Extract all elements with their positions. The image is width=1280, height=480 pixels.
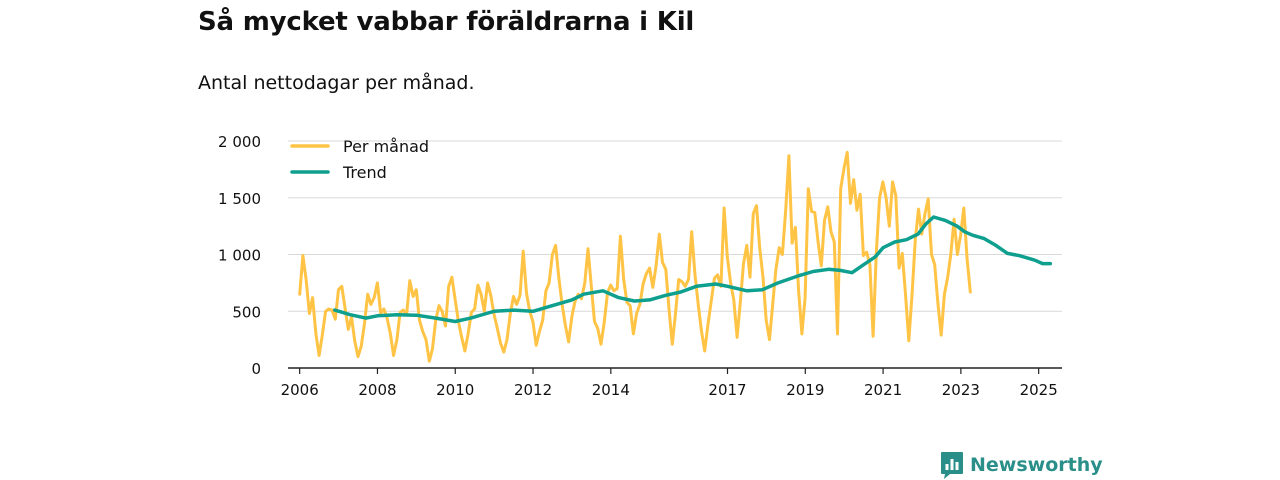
x-tick-label: 2019 xyxy=(786,381,824,399)
x-tick-label: 2017 xyxy=(708,381,746,399)
legend: Per månad Trend xyxy=(292,137,429,182)
y-tick-label: 500 xyxy=(232,303,261,321)
x-tick-label: 2021 xyxy=(864,381,902,399)
y-tick-label: 1 500 xyxy=(218,190,261,208)
y-tick-label: 2 000 xyxy=(218,133,261,151)
series-line-per-manad xyxy=(300,152,971,361)
x-tick-label: 2008 xyxy=(358,381,396,399)
y-tick-label: 1 000 xyxy=(218,247,261,265)
series-lines xyxy=(300,152,1051,361)
legend-label: Per månad xyxy=(343,137,429,156)
y-tick-label: 0 xyxy=(251,360,261,378)
newsworthy-logo-icon xyxy=(940,451,964,479)
x-tick-label: 2014 xyxy=(592,381,630,399)
x-tick-label: 2006 xyxy=(281,381,319,399)
x-tick-label: 2012 xyxy=(514,381,552,399)
brand-name: Newsworthy xyxy=(970,454,1103,476)
x-tick-label: 2023 xyxy=(942,381,980,399)
y-axis-ticks: 0 500 1 000 1 500 2 000 xyxy=(218,133,261,378)
line-chart: 0 500 1 000 1 500 2 000 2006 2008 2010 2012 2014… xyxy=(0,0,1280,480)
x-tick-label: 2010 xyxy=(436,381,474,399)
legend-label: Trend xyxy=(342,163,387,182)
x-axis-ticks: 2006 2008 2010 2012 2014 2017 2019 2021 2023 2025 xyxy=(281,368,1062,399)
brand-logo: Newsworthy xyxy=(940,451,1103,479)
x-tick-label: 2025 xyxy=(1020,381,1058,399)
